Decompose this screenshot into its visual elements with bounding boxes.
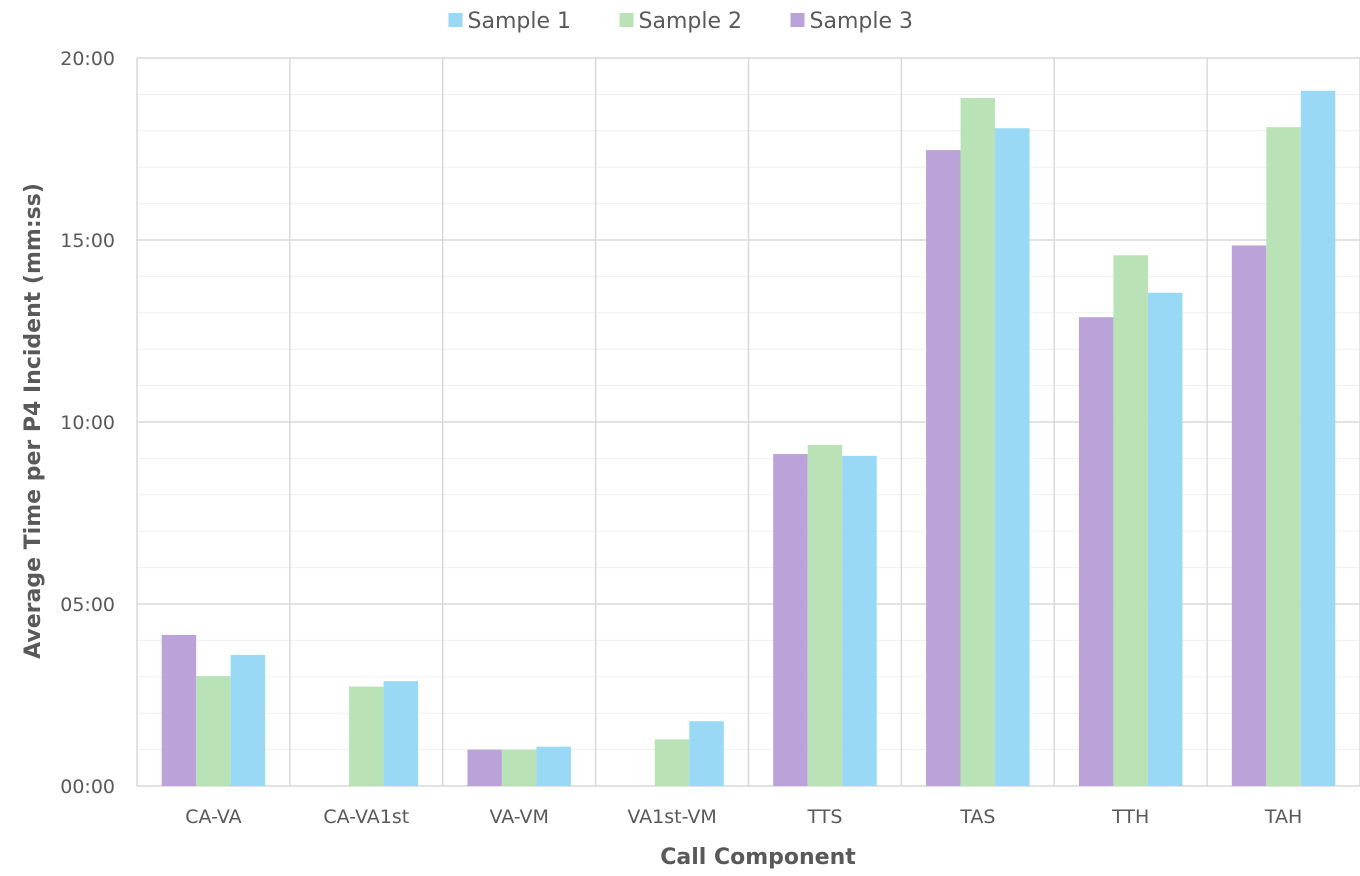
y-tick-label: 10:00: [60, 412, 115, 434]
x-category-label: TTS: [806, 806, 842, 828]
x-category-label: VA1st-VM: [627, 806, 716, 828]
y-tick-label: 15:00: [60, 230, 115, 252]
x-category-labels: CA-VA CA-VA1st VA-VM VA1st-VM TTS TAS TTH TAH: [185, 806, 1302, 828]
y-tick-labels: 00:00 05:00 10:00 15:00 20:00: [60, 48, 115, 798]
y-axis-title: Average Time per P4 Incident (mm:ss): [21, 183, 46, 659]
bar-sample-1-tth: [1147, 292, 1183, 786]
x-axis-title: Call Component: [660, 845, 856, 870]
bar-sample-3-tas: [926, 150, 961, 787]
bar-sample-1-tas: [995, 128, 1030, 786]
bar-sample-3-tts: [773, 454, 808, 786]
bar-sample-2-tth: [1113, 255, 1148, 787]
legend-swatch: [619, 13, 634, 27]
bar-sample-2-va1st-vm: [654, 739, 690, 786]
bar-sample-1-tts: [842, 455, 877, 786]
legend-swatch: [448, 13, 463, 27]
y-tick-label: 00:00: [60, 776, 115, 798]
y-tick-label: 05:00: [60, 594, 115, 616]
bar-sample-2-va-vm: [501, 749, 537, 786]
bar-sample-3-tth: [1078, 317, 1114, 786]
legend-label: Sample 1: [468, 9, 571, 34]
y-tick-label: 20:00: [60, 48, 115, 70]
x-category-label: TTH: [1111, 806, 1149, 828]
x-category-label: VA-VM: [489, 806, 549, 828]
bar-sample-2-tah: [1266, 127, 1301, 786]
x-category-label: CA-VA1st: [323, 806, 409, 828]
bar-sample-2-tas: [960, 98, 996, 787]
bar-sample-1-ca-va1st: [383, 681, 419, 786]
bar-sample-1-va-vm: [536, 746, 571, 786]
bar-sample-1-tah: [1300, 90, 1336, 786]
x-category-label: CA-VA: [185, 806, 241, 828]
bar-sample-3-tah: [1231, 245, 1267, 786]
bar-sample-3-ca-va: [161, 634, 197, 786]
bar-sample-2-ca-va: [196, 676, 231, 786]
x-category-label: TAH: [1264, 806, 1302, 828]
legend: Sample 1 Sample 2 Sample 3: [448, 9, 913, 34]
bar-sample-2-ca-va1st: [349, 686, 384, 786]
bar-sample-2-tts: [807, 444, 843, 786]
x-category-label: TAS: [959, 806, 995, 828]
bar-sample-3-va-vm: [467, 749, 502, 786]
legend-swatch: [790, 13, 805, 27]
bars: [161, 90, 1336, 787]
bar-sample-1-ca-va: [230, 654, 266, 786]
legend-label: Sample 3: [810, 9, 913, 34]
legend-label: Sample 2: [639, 9, 742, 34]
bar-sample-1-va1st-vm: [689, 721, 724, 786]
